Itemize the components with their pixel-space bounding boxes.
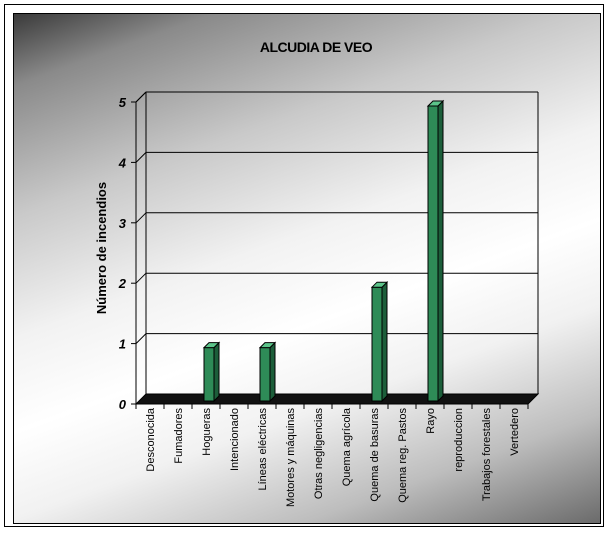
x-tick-label: Hogueras — [201, 408, 213, 456]
bar-top — [426, 100, 445, 107]
bar — [426, 99, 445, 403]
bar-top — [202, 342, 221, 349]
x-tick-labels: Desconocida Fumadores Hogueras Intencionado… — [135, 404, 529, 508]
bar-front — [371, 286, 383, 402]
bar-side — [437, 99, 444, 403]
chart-frame — [4, 4, 604, 527]
gridline-depth — [135, 212, 147, 224]
bar — [370, 280, 389, 403]
bar-side — [213, 341, 220, 403]
gridline-depth — [135, 272, 147, 284]
y-axis-top-depth — [135, 91, 147, 103]
grid-lines — [135, 91, 538, 344]
bar-side — [381, 280, 388, 403]
x-tick-label: reproduccion — [453, 408, 465, 472]
x-tick-label: Otras negligencias — [313, 408, 325, 500]
axes — [134, 91, 540, 405]
x-tick-label: Líneas eléctricas — [257, 408, 269, 491]
bars — [202, 99, 445, 403]
x-tick-label: Trabajos forestales — [481, 408, 493, 502]
x-tick-label: Quema de basuras — [369, 408, 381, 502]
y-tick-label: 5 — [119, 95, 127, 110]
x-tick-label: Intencionado — [229, 408, 241, 471]
y-tick-label: 0 — [119, 397, 127, 412]
x-tick-label: Desconocida — [145, 407, 157, 471]
x-tick-label: Quema reg. Pastos — [397, 408, 409, 503]
x-tick-label: Vertedero — [509, 408, 521, 456]
gridline-depth — [135, 333, 147, 344]
bar-front — [259, 347, 271, 402]
y-tick-label: 1 — [119, 337, 126, 352]
y-tick-label: 4 — [118, 155, 127, 170]
y-tick-labels: 0 1 2 3 4 5 — [118, 95, 136, 412]
bar-front — [203, 347, 215, 402]
y-axis-label: Número de incendios — [94, 182, 109, 314]
bar-top — [258, 342, 277, 349]
bar — [202, 341, 221, 403]
y-tick-label: 3 — [119, 216, 127, 231]
chart-title: ALCUDIA DE VEO — [260, 39, 373, 55]
chart-area — [13, 13, 601, 524]
gridline-depth — [135, 152, 147, 163]
x-tick-label: Motores y máquinas — [285, 408, 297, 508]
y-tick-label: 2 — [118, 276, 127, 291]
bar-top — [370, 281, 389, 288]
bar-front — [427, 105, 439, 402]
x-tick-label: Rayo — [425, 408, 437, 434]
x-tick-label: Quema agrícola — [341, 407, 353, 486]
bar-side — [269, 341, 276, 403]
bar — [258, 341, 277, 403]
x-tick-label: Fumadores — [173, 408, 185, 464]
chart-floor — [134, 393, 540, 405]
